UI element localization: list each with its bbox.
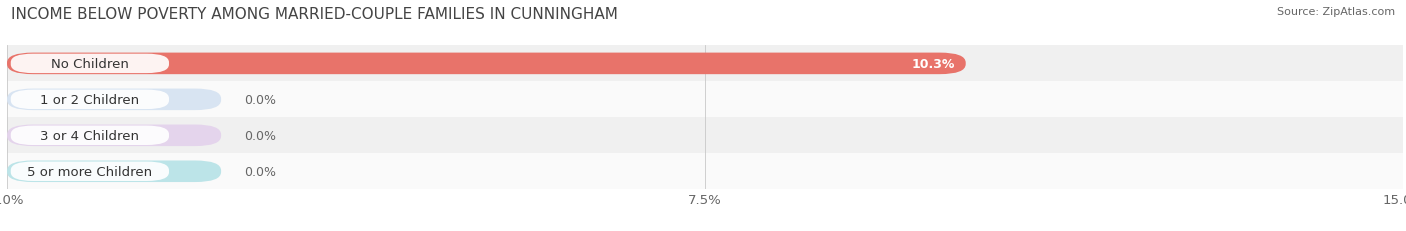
Text: 0.0%: 0.0%: [245, 93, 277, 106]
Text: 0.0%: 0.0%: [245, 165, 277, 178]
Bar: [7, 82, 1403, 118]
FancyBboxPatch shape: [7, 89, 221, 111]
FancyBboxPatch shape: [7, 53, 966, 75]
Text: INCOME BELOW POVERTY AMONG MARRIED-COUPLE FAMILIES IN CUNNINGHAM: INCOME BELOW POVERTY AMONG MARRIED-COUPL…: [11, 7, 619, 22]
Text: 3 or 4 Children: 3 or 4 Children: [41, 129, 139, 142]
Text: 1 or 2 Children: 1 or 2 Children: [41, 93, 139, 106]
FancyBboxPatch shape: [11, 90, 169, 109]
Bar: [7, 46, 1403, 82]
Bar: [7, 118, 1403, 154]
FancyBboxPatch shape: [7, 125, 221, 146]
FancyBboxPatch shape: [11, 162, 169, 181]
Text: No Children: No Children: [51, 58, 129, 71]
Bar: [7, 154, 1403, 189]
FancyBboxPatch shape: [7, 161, 221, 182]
Text: Source: ZipAtlas.com: Source: ZipAtlas.com: [1277, 7, 1395, 17]
Text: 0.0%: 0.0%: [245, 129, 277, 142]
FancyBboxPatch shape: [11, 126, 169, 145]
FancyBboxPatch shape: [11, 55, 169, 74]
Text: 5 or more Children: 5 or more Children: [27, 165, 152, 178]
Text: 10.3%: 10.3%: [911, 58, 955, 71]
